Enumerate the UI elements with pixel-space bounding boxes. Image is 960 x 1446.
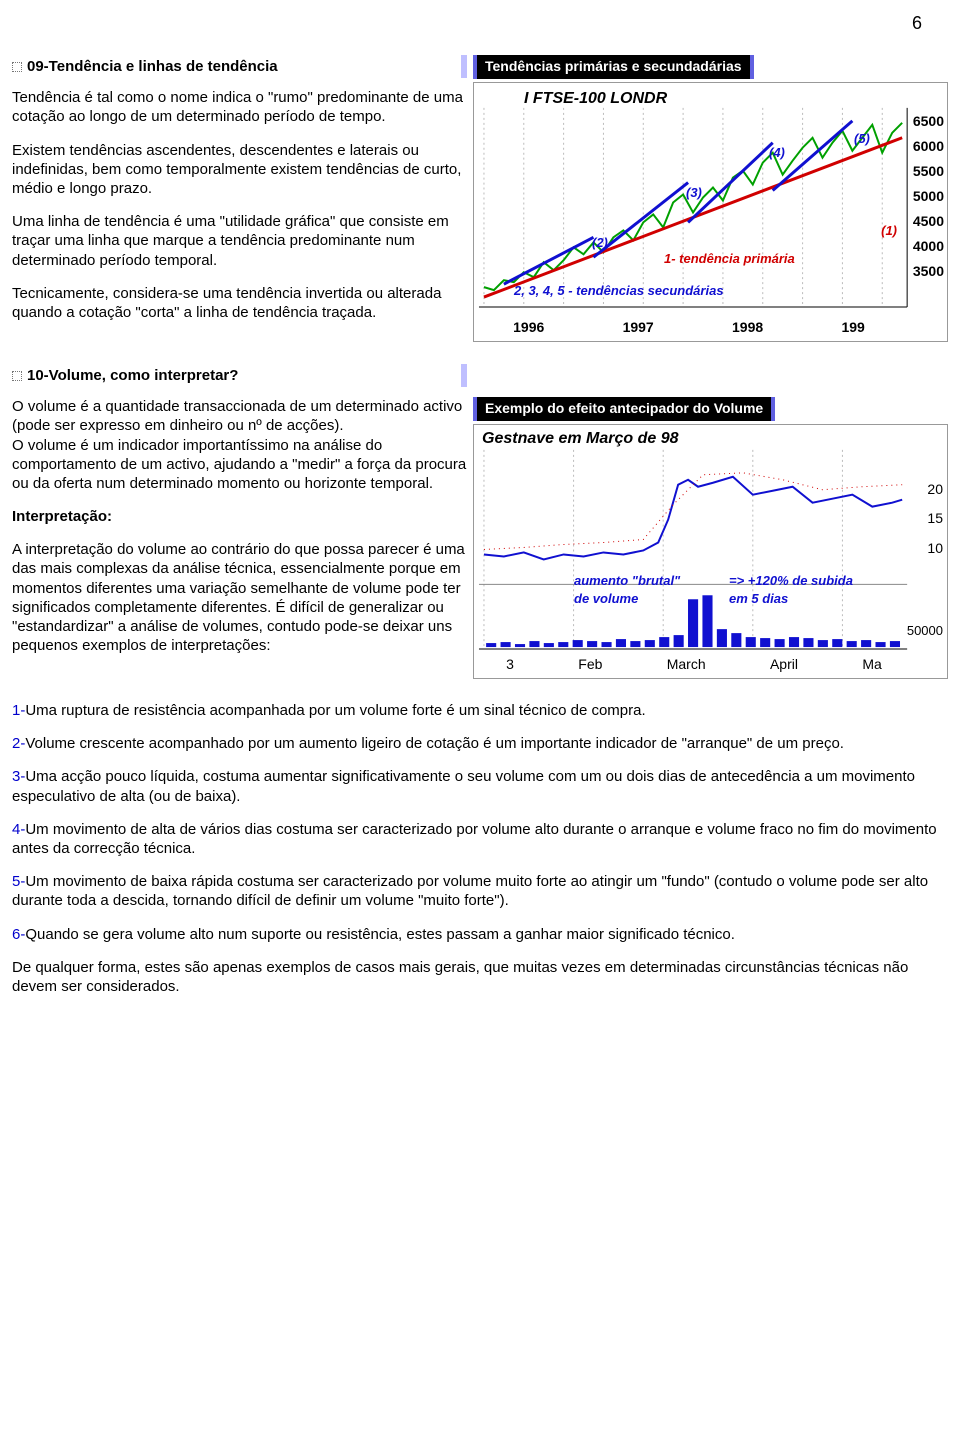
chart1-annot-primary: 1- tendência primária	[664, 251, 795, 268]
num: 6-	[12, 926, 25, 943]
chart-trends: I FTSE-100 LONDR	[473, 82, 948, 342]
ytick: 4000	[913, 236, 944, 261]
chart1-primary-num: (1)	[881, 223, 897, 240]
text: Quando se gera volume alto num suporte o…	[25, 926, 735, 943]
chart2-yaxis-vol: 50000	[907, 623, 943, 640]
section-10-subhead: Interpretação:	[12, 507, 467, 526]
section-10-title: 10-Volume, como interpretar?	[27, 366, 238, 385]
section-09-heading: 09-Tendência e linhas de tendência	[12, 55, 467, 78]
section-09-p4: Tecnicamente, considera-se uma tendência…	[12, 284, 467, 322]
interp-4: 4-Um movimento de alta de vários dias co…	[12, 820, 952, 858]
xtick: 1997	[623, 319, 654, 337]
chart2-yaxis-price: 20 15 10	[927, 475, 943, 563]
chart2-label: Exemplo do efeito antecipador do Volume	[473, 397, 775, 421]
num: 2-	[12, 735, 25, 752]
bullet-icon	[12, 371, 22, 381]
chart1-yaxis: 6500 6000 5500 5000 4500 4000 3500	[913, 111, 944, 286]
text: Um movimento de baixa rápida costuma ser…	[12, 873, 928, 909]
interp-3: 3-Uma acção pouco líquida, costuma aumen…	[12, 767, 952, 805]
xtick: April	[770, 656, 798, 674]
xtick: Feb	[578, 656, 602, 674]
xtick: March	[667, 656, 706, 674]
chart-volume: Gestnave em Março de 98 20 15 10 50000	[473, 424, 948, 679]
chart2-xaxis: 3 Feb March April Ma	[474, 656, 914, 674]
chart2-annot3: => +120% de subida	[729, 573, 853, 590]
section-09-p1: Tendência é tal como o nome indica o "ru…	[12, 88, 467, 126]
bullet-icon	[12, 62, 22, 72]
text: Um movimento de alta de vários dias cost…	[12, 821, 937, 857]
page-number: 6	[12, 12, 952, 35]
section-10-heading: 10-Volume, como interpretar?	[12, 364, 467, 387]
sec-label: (2)	[592, 235, 608, 252]
num: 1-	[12, 702, 25, 719]
interp-5: 5-Um movimento de baixa rápida costuma s…	[12, 872, 952, 910]
ytick: 20	[927, 475, 943, 504]
sec-label: (3)	[686, 185, 702, 202]
xtick: Ma	[862, 656, 881, 674]
chart1-svg	[474, 83, 947, 342]
sec-label: (5)	[854, 131, 870, 148]
text: Volume crescente acompanhado por um aume…	[25, 735, 844, 752]
chart1-annot-secondary: 2, 3, 4, 5 - tendências secundárias	[514, 283, 724, 300]
xtick: 199	[841, 319, 864, 337]
ytick: 6500	[913, 111, 944, 136]
num: 3-	[12, 768, 25, 785]
xtick: 3	[506, 656, 514, 674]
chart1-xaxis: 1996 1997 1998 199	[474, 319, 904, 337]
ytick: 4500	[913, 211, 944, 236]
chart2-svg	[474, 425, 947, 679]
chart2-annot1: aumento "brutal"	[574, 573, 680, 590]
section-09-p3: Uma linha de tendência é uma "utilidade …	[12, 212, 467, 270]
ytick: 5500	[913, 161, 944, 186]
ytick: 5000	[913, 186, 944, 211]
chart2-annot4: em 5 dias	[729, 591, 788, 608]
section-09-p2: Existem tendências ascendentes, descende…	[12, 141, 467, 199]
chart1-label: Tendências primárias e secundadárias	[473, 55, 754, 79]
section-09-title: 09-Tendência e linhas de tendência	[27, 57, 278, 76]
interp-1: 1-Uma ruptura de resistência acompanhada…	[12, 701, 952, 720]
ytick: 10	[927, 534, 943, 563]
chart2-annot2: de volume	[574, 591, 638, 608]
ytick: 15	[927, 504, 943, 533]
xtick: 1998	[732, 319, 763, 337]
closing-para: De qualquer forma, estes são apenas exem…	[12, 958, 952, 996]
sec-label: (4)	[769, 145, 785, 162]
section-10-p3: A interpretação do volume ao contrário d…	[12, 540, 467, 655]
text: Uma acção pouco líquida, costuma aumenta…	[12, 768, 915, 804]
num: 4-	[12, 821, 25, 838]
section-10-p1: O volume é a quantidade transaccionada d…	[12, 397, 467, 435]
interp-2: 2-Volume crescente acompanhado por um au…	[12, 734, 952, 753]
ytick: 3500	[913, 261, 944, 286]
interp-6: 6-Quando se gera volume alto num suporte…	[12, 925, 952, 944]
ytick: 6000	[913, 136, 944, 161]
section-10-p2: O volume é um indicador importantíssimo …	[12, 436, 467, 494]
text: Uma ruptura de resistência acompanhada p…	[25, 702, 645, 719]
xtick: 1996	[513, 319, 544, 337]
num: 5-	[12, 873, 25, 890]
